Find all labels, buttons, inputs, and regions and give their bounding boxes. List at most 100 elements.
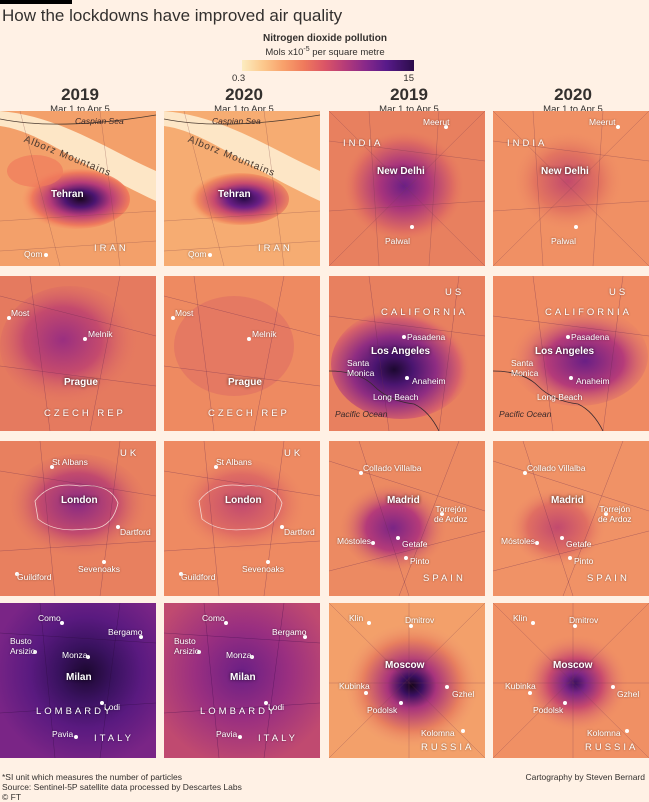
country-label: INDIA: [507, 138, 548, 149]
heat-surface: [164, 276, 320, 431]
column-header-1: 2019 Mar 1 to Apr 5: [0, 86, 160, 116]
city-marker: [616, 125, 620, 129]
country-label: SPAIN: [587, 573, 630, 584]
label-torrejon: Torrejón de Ardoz: [434, 504, 468, 524]
map-delhi-2020: INDIA Meerut New Delhi Palwal: [493, 111, 649, 266]
label-busto-arsizio: Busto Arsizio: [10, 636, 36, 656]
city-label: Madrid: [387, 495, 420, 506]
label-klin: Klin: [349, 613, 364, 623]
city-marker: [15, 572, 19, 576]
label-podolsk: Podolsk: [533, 705, 564, 715]
label-getafe: Getafe: [402, 539, 428, 549]
page-title: How the lockdowns have improved air qual…: [2, 6, 343, 25]
heat-surface: [329, 276, 485, 431]
column-year: 2019: [390, 85, 428, 104]
label-sevenoaks: Sevenoaks: [242, 564, 285, 574]
city-marker: [171, 316, 175, 320]
city-marker: [445, 685, 449, 689]
column-header-2: 2020 Mar 1 to Apr 5: [164, 86, 324, 116]
label-guildford: Guildford: [17, 572, 52, 582]
label-monza: Monza: [226, 650, 252, 660]
label-kolomna: Kolomna: [587, 728, 621, 738]
country-label: UK: [120, 448, 140, 459]
heat-surface: [0, 603, 156, 758]
column-header-3: 2019 Mar 1 to Apr 5: [329, 86, 489, 116]
footnote-copyright: © FT: [2, 792, 22, 802]
country-label: US: [445, 287, 465, 298]
label-st-albans: St Albans: [216, 457, 252, 467]
state-label: CALIFORNIA: [545, 307, 633, 318]
label-long-beach: Long Beach: [373, 392, 419, 402]
map-prague-2019: Most Melnik Prague CZECH REP: [0, 276, 156, 431]
label-dartford: Dartford: [284, 527, 315, 537]
label-caspian-sea: Caspian Sea: [75, 116, 124, 126]
city-label: Milan: [230, 672, 256, 683]
region-label: LOMBARDY: [200, 706, 278, 717]
label-klin: Klin: [513, 613, 528, 623]
label-lodi: Lodi: [104, 702, 121, 712]
label-lodi: Lodi: [268, 702, 285, 712]
label-melnik: Melnik: [88, 329, 113, 339]
city-marker: [440, 512, 444, 516]
map-london-2020: UK St Albans London Dartford Guildford S…: [164, 441, 320, 596]
country-label: RUSSIA: [585, 742, 639, 753]
country-label: INDIA: [343, 138, 384, 149]
city-marker: [560, 536, 564, 540]
label-pacific-ocean: Pacific Ocean: [335, 409, 388, 419]
label-pinto: Pinto: [410, 556, 430, 566]
label-kolomna: Kolomna: [421, 728, 455, 738]
label-most: Most: [175, 308, 194, 318]
heat-surface: [329, 111, 485, 266]
map-tehran-2020: Caspian Sea Alborz Mountains Tehran Qom …: [164, 111, 320, 266]
legend-units: Mols x10-5 per square metre: [265, 46, 385, 59]
label-mostoles: Móstoles: [501, 536, 536, 546]
city-marker: [410, 225, 414, 229]
city-marker: [371, 541, 375, 545]
heat-surface: [0, 111, 156, 266]
label-meerut: Meerut: [423, 117, 450, 127]
city-marker: [404, 556, 408, 560]
heat-surface: [164, 111, 320, 266]
column-range: Mar 1 to Apr 5: [379, 104, 439, 115]
label-dmitrov: Dmitrov: [569, 615, 599, 625]
city-label: New Delhi: [377, 166, 425, 177]
label-sevenoaks: Sevenoaks: [78, 564, 121, 574]
city-marker: [214, 465, 218, 469]
column-year: 2019: [61, 85, 99, 104]
city-label: Moscow: [553, 660, 593, 671]
label-mostoles: Móstoles: [337, 536, 372, 546]
label-qom: Qom: [188, 249, 207, 259]
city-label: Tehran: [51, 189, 84, 200]
country-label: IRAN: [94, 243, 129, 254]
label-pavia: Pavia: [216, 729, 238, 739]
city-marker: [33, 650, 37, 654]
city-label: Prague: [228, 377, 262, 388]
city-label: Los Angeles: [371, 346, 431, 357]
city-marker: [531, 621, 535, 625]
city-marker: [573, 624, 577, 628]
label-melnik: Melnik: [252, 329, 277, 339]
label-palwal: Palwal: [551, 236, 577, 246]
country-label: UK: [284, 448, 304, 459]
city-marker: [250, 655, 254, 659]
label-gzhel: Gzhel: [617, 689, 640, 699]
country-label: RUSSIA: [421, 742, 475, 753]
map-tehran-2019: Caspian Sea Alborz Mountains Tehran Qom …: [0, 111, 156, 266]
city-marker: [74, 735, 78, 739]
column-year: 2020: [225, 85, 263, 104]
city-marker: [569, 376, 573, 380]
legend: Nitrogen dioxide pollution Mols x10-5 pe…: [230, 33, 420, 84]
city-marker: [224, 621, 228, 625]
heat-surface: [329, 441, 485, 596]
city-marker: [461, 729, 465, 733]
heat-surface: [493, 603, 649, 758]
heat-surface: [0, 276, 156, 431]
country-label: CZECH REP: [44, 408, 126, 419]
city-marker: [60, 621, 64, 625]
city-marker: [247, 337, 251, 341]
heat-surface: [493, 276, 649, 431]
label-gzhel: Gzhel: [452, 689, 475, 699]
city-marker: [197, 650, 201, 654]
city-marker: [100, 701, 104, 705]
city-marker: [604, 512, 608, 516]
